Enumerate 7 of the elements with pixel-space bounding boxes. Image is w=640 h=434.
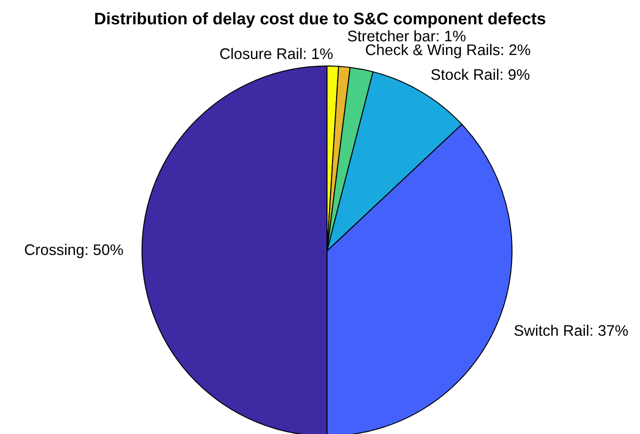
chart-title: Distribution of delay cost due to S&C component defects — [95, 12, 546, 28]
slice-label: Crossing: 50% — [24, 244, 123, 258]
slice-label: Stock Rail: 9% — [431, 68, 530, 80]
slice-label: Stretcher bar: 1% — [348, 30, 466, 42]
slice-label: Check & Wing Rails: 2% — [366, 44, 530, 58]
slice-label: Closure Rail: 1% — [220, 48, 333, 60]
slice-label: Switch Rail: 37% — [514, 324, 628, 336]
